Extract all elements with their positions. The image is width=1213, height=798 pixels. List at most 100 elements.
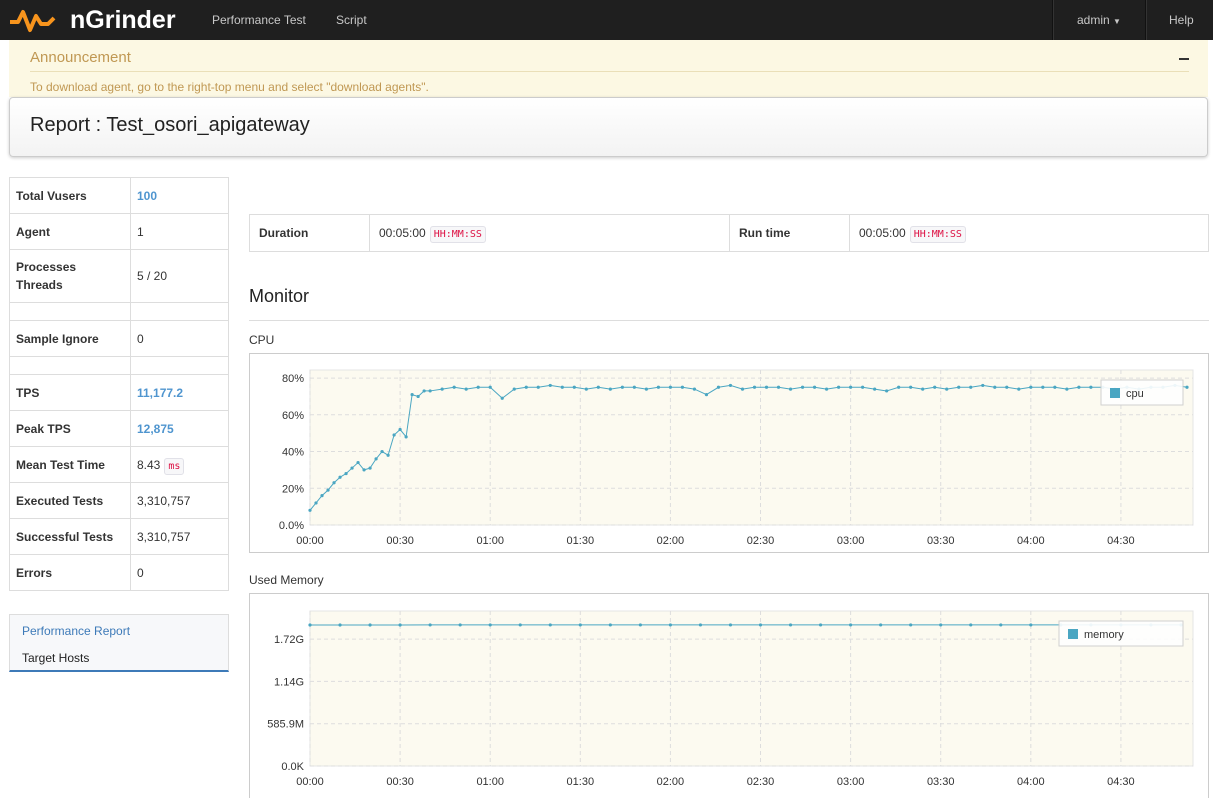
summary-value: 12,875 xyxy=(137,422,174,436)
summary-label: Successful Tests xyxy=(10,519,131,555)
duration-label: Duration xyxy=(250,215,370,252)
data-point xyxy=(392,433,395,436)
data-point xyxy=(1041,386,1044,389)
x-tick-label: 00:30 xyxy=(386,535,414,547)
report-title: Report : Test_osori_apigateway xyxy=(30,114,310,137)
data-point xyxy=(489,623,492,626)
data-point xyxy=(338,476,341,479)
data-point xyxy=(801,386,804,389)
data-point xyxy=(777,386,780,389)
menu-item[interactable]: Performance Test xyxy=(212,0,306,40)
data-point xyxy=(585,387,588,390)
data-point xyxy=(338,623,341,626)
summary-value: 0 xyxy=(137,566,144,580)
data-point xyxy=(308,623,311,626)
summary-value-cell: 100 xyxy=(131,178,229,214)
data-point xyxy=(356,461,359,464)
y-tick-label: 60% xyxy=(282,410,304,422)
summary-label: Agent xyxy=(10,214,131,250)
logo-icon xyxy=(8,6,70,34)
x-tick-label: 00:30 xyxy=(386,776,414,788)
announcement-title: Announcement xyxy=(30,49,131,66)
separator xyxy=(1145,0,1147,40)
data-point xyxy=(314,501,317,504)
report-header: Report : Test_osori_apigateway xyxy=(9,97,1208,157)
x-tick-label: 01:30 xyxy=(567,535,595,547)
collapse-toggle[interactable] xyxy=(1179,58,1189,60)
brand[interactable]: nGrinder xyxy=(70,6,176,35)
data-point xyxy=(939,623,942,626)
plot-area xyxy=(310,370,1193,525)
run-time-format: HH:MM:SS xyxy=(910,226,966,243)
summary-row: Executed Tests 3,310,757 xyxy=(10,483,229,519)
data-point xyxy=(633,386,636,389)
tab[interactable]: Target Hosts xyxy=(22,651,89,665)
data-point xyxy=(921,387,924,390)
menu-item[interactable]: Script xyxy=(336,0,367,40)
summary-label: Peak TPS xyxy=(10,411,131,447)
duration: 00:05:00 xyxy=(379,226,426,240)
data-point xyxy=(399,428,402,431)
x-tick-label: 03:00 xyxy=(837,535,865,547)
data-point xyxy=(429,389,432,392)
data-point xyxy=(417,395,420,398)
data-point xyxy=(645,387,648,390)
summary-value: 3,310,757 xyxy=(137,494,190,508)
data-point xyxy=(1053,386,1056,389)
summary-value-cell: 11,177.2 xyxy=(131,375,229,411)
x-tick-label: 04:00 xyxy=(1017,776,1045,788)
x-tick-label: 04:30 xyxy=(1107,535,1135,547)
x-tick-label: 00:00 xyxy=(296,776,324,788)
data-point xyxy=(873,387,876,390)
data-point xyxy=(308,509,311,512)
run-time-cell: 00:05:00 HH:MM:SS xyxy=(850,215,1209,252)
data-point xyxy=(477,386,480,389)
run-info: Duration 00:05:00 HH:MM:SS Run time 00:05… xyxy=(249,214,1209,252)
legend-label: memory xyxy=(1084,629,1124,641)
run-time-label: Run time xyxy=(730,215,850,252)
x-tick-label: 02:00 xyxy=(657,535,685,547)
tab[interactable]: Performance Report xyxy=(22,624,130,638)
summary-label: Executed Tests xyxy=(10,483,131,519)
y-tick-label: 0.0K xyxy=(281,761,304,773)
divider xyxy=(30,71,1189,72)
data-point xyxy=(374,457,377,460)
data-point xyxy=(537,386,540,389)
x-tick-label: 02:00 xyxy=(657,776,685,788)
run-time: 00:05:00 xyxy=(859,226,906,240)
data-point xyxy=(717,386,720,389)
data-point xyxy=(380,450,383,453)
data-point xyxy=(813,386,816,389)
data-point xyxy=(741,387,744,390)
data-point xyxy=(332,481,335,484)
data-point xyxy=(957,386,960,389)
user-menu[interactable]: admin ▼ xyxy=(1077,0,1121,40)
y-tick-label: 1.72G xyxy=(274,634,304,646)
y-tick-label: 40% xyxy=(282,447,304,459)
x-tick-label: 01:30 xyxy=(567,776,595,788)
help-link[interactable]: Help xyxy=(1169,0,1194,40)
spacer xyxy=(10,303,131,321)
y-tick-label: 20% xyxy=(282,483,304,495)
x-tick-label: 04:00 xyxy=(1017,535,1045,547)
data-point xyxy=(765,386,768,389)
announcement-text: To download agent, go to the right-top m… xyxy=(30,80,429,94)
legend-swatch xyxy=(1068,629,1078,639)
user-name[interactable]: admin xyxy=(1077,13,1110,27)
x-tick-label: 04:30 xyxy=(1107,776,1135,788)
data-point xyxy=(999,623,1002,626)
data-point xyxy=(885,389,888,392)
data-point xyxy=(549,623,552,626)
data-point xyxy=(981,384,984,387)
summary-row: Peak TPS 12,875 xyxy=(10,411,229,447)
data-point xyxy=(320,494,323,497)
summary-label: Errors xyxy=(10,555,131,591)
data-point xyxy=(1017,387,1020,390)
navbar: nGrinder Performance Test Script admin ▼… xyxy=(0,0,1213,40)
